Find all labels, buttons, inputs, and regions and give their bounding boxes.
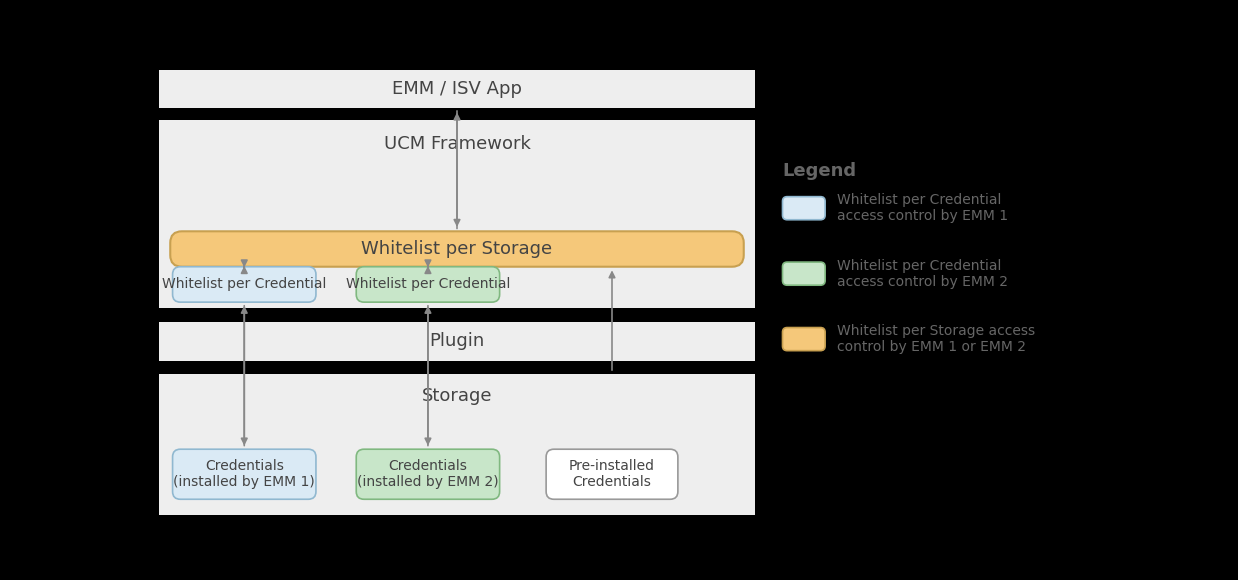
Text: Plugin: Plugin bbox=[430, 332, 484, 350]
Bar bbox=[158, 374, 755, 514]
Text: Credentials
(installed by EMM 1): Credentials (installed by EMM 1) bbox=[173, 459, 316, 490]
FancyBboxPatch shape bbox=[172, 267, 316, 302]
FancyBboxPatch shape bbox=[357, 449, 500, 499]
Text: Whitelist per Credential: Whitelist per Credential bbox=[162, 277, 327, 291]
Bar bbox=[158, 108, 755, 119]
Text: Whitelist per Credential: Whitelist per Credential bbox=[345, 277, 510, 291]
Bar bbox=[158, 70, 755, 108]
Text: Credentials
(installed by EMM 2): Credentials (installed by EMM 2) bbox=[357, 459, 499, 490]
FancyBboxPatch shape bbox=[782, 197, 825, 220]
Text: UCM Framework: UCM Framework bbox=[384, 135, 530, 153]
Text: Whitelist per Credential
access control by EMM 1: Whitelist per Credential access control … bbox=[837, 193, 1008, 223]
FancyBboxPatch shape bbox=[546, 449, 678, 499]
Bar bbox=[158, 361, 755, 374]
Text: Storage: Storage bbox=[422, 387, 493, 405]
Text: Legend: Legend bbox=[782, 162, 857, 180]
Text: Pre-installed
Credentials: Pre-installed Credentials bbox=[569, 459, 655, 490]
FancyBboxPatch shape bbox=[171, 231, 744, 267]
Bar bbox=[158, 119, 755, 309]
FancyBboxPatch shape bbox=[172, 449, 316, 499]
Text: Whitelist per Storage: Whitelist per Storage bbox=[361, 240, 552, 258]
Bar bbox=[158, 309, 755, 322]
FancyBboxPatch shape bbox=[782, 262, 825, 285]
Text: EMM / ISV App: EMM / ISV App bbox=[392, 80, 522, 98]
Bar bbox=[158, 322, 755, 361]
FancyBboxPatch shape bbox=[782, 328, 825, 351]
Text: Whitelist per Credential
access control by EMM 2: Whitelist per Credential access control … bbox=[837, 259, 1008, 289]
Text: Whitelist per Storage access
control by EMM 1 or EMM 2: Whitelist per Storage access control by … bbox=[837, 324, 1035, 354]
FancyBboxPatch shape bbox=[357, 267, 500, 302]
